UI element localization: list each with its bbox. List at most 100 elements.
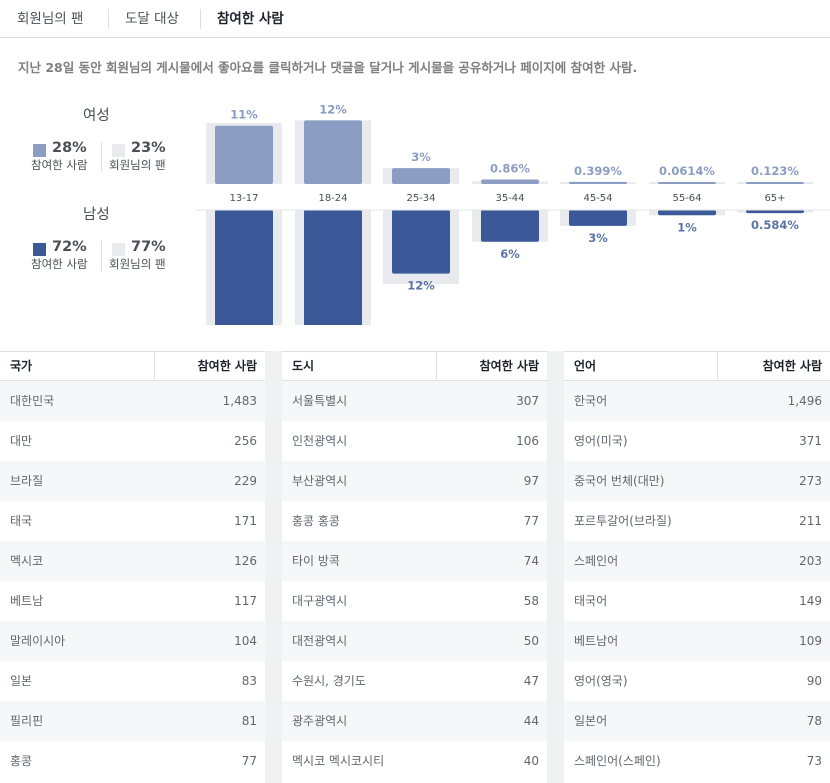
table-header: 도시 참여한 사람 [282, 351, 547, 381]
tab-bar: 회원님의 팬 도달 대상 참여한 사람 [0, 0, 830, 38]
table-gap [265, 351, 282, 783]
male-engaged-bar [569, 210, 627, 226]
row-name: 광주광역시 [292, 714, 348, 728]
row-name: 필리핀 [10, 714, 44, 728]
row-name: 서울특별시 [292, 394, 348, 408]
row-value: 256 [234, 434, 257, 448]
age-gender-chart: 13-1711%22%18-2412%27%25-343%12%35-440.8… [195, 102, 830, 325]
row-value: 81 [241, 714, 257, 728]
table-row: 멕시코 멕시코시티 40 [282, 741, 547, 781]
row-name: 인천광역시 [292, 434, 348, 448]
row-name: 타이 방콕 [292, 554, 340, 568]
table-row: 수원시, 경기도 47 [282, 661, 547, 701]
male-engaged-bar [481, 210, 539, 242]
row-name: 일본 [10, 674, 33, 688]
table-row: 말레이시아 104 [0, 621, 265, 661]
male-title: 남성 [83, 207, 110, 223]
row-value: 58 [523, 594, 539, 608]
row-value: 40 [523, 754, 539, 768]
row-value: 77 [241, 754, 257, 768]
age-label: 18-24 [318, 193, 347, 204]
male-engaged-bar [658, 210, 716, 216]
table-row: 일본 83 [0, 661, 265, 701]
row-name: 베트남 [10, 594, 44, 608]
table-row: 대전광역시 50 [282, 621, 547, 661]
row-value: 171 [234, 514, 257, 528]
breakdown-tables: 국가 참여한 사람 대한민국 1,483 대만 256 브라질 229 태국 171 멕시코 126 베… [0, 351, 830, 783]
row-name: 태국 [10, 514, 33, 528]
male-data-label: 6% [500, 247, 520, 261]
row-name: 영어(미국) [574, 434, 628, 448]
female-title: 여성 [83, 108, 110, 124]
row-value: 50 [523, 634, 539, 648]
tab-divider [108, 9, 109, 29]
male-fans-swatch [112, 243, 125, 256]
table-row: 홍콩 77 [0, 741, 265, 781]
age-label: 55-64 [672, 193, 701, 204]
table-row: 베트남어 109 [564, 621, 830, 661]
legend-divider [101, 142, 102, 172]
tab-reach[interactable]: 도달 대상 [125, 11, 179, 27]
female-engaged-swatch [33, 144, 46, 157]
row-value: 126 [234, 554, 257, 568]
row-name: 일본어 [574, 714, 608, 728]
row-name: 홍콩 홍콩 [292, 514, 340, 528]
row-value: 44 [523, 714, 539, 728]
tab-engaged-people[interactable]: 참여한 사람 [217, 11, 284, 27]
table-header: 국가 참여한 사람 [0, 351, 265, 381]
male-engaged-swatch [33, 243, 46, 256]
age-label: 45-54 [583, 193, 612, 204]
column-header-name[interactable]: 국가 [10, 359, 33, 373]
table-row: 부산광역시 97 [282, 461, 547, 501]
legend-divider [101, 241, 102, 271]
tab-your-fans[interactable]: 회원님의 팬 [17, 11, 84, 27]
row-value: 109 [799, 634, 822, 648]
row-value: 104 [234, 634, 257, 648]
male-fans-label: 회원님의 팬 [109, 257, 166, 271]
table-row: 일본어 78 [564, 701, 830, 741]
female-data-label: 12% [319, 102, 347, 116]
row-name: 대한민국 [10, 394, 55, 408]
table-row: 한국어 1,496 [564, 381, 830, 421]
row-value: 77 [523, 514, 539, 528]
table-row: 스페인어 203 [564, 541, 830, 581]
city-table: 도시 참여한 사람 서울특별시 307 인천광역시 106 부산광역시 97 홍콩 홍콩 77 타이… [282, 351, 547, 783]
row-name: 홍콩 [10, 754, 33, 768]
column-header-engaged[interactable]: 참여한 사람 [762, 359, 822, 373]
age-label: 13-17 [229, 193, 258, 204]
age-band [195, 185, 830, 210]
table-header: 언어 참여한 사람 [564, 351, 830, 381]
table-row: 대구광역시 58 [282, 581, 547, 621]
column-header-engaged[interactable]: 참여한 사람 [197, 359, 257, 373]
row-value: 1,483 [222, 394, 257, 408]
female-engaged-label: 참여한 사람 [31, 158, 88, 172]
male-engaged-bar [304, 210, 362, 325]
female-engaged-bar [746, 182, 804, 184]
row-value: 47 [523, 674, 539, 688]
column-header-engaged[interactable]: 참여한 사람 [479, 359, 539, 373]
row-name: 대전광역시 [292, 634, 348, 648]
row-name: 베트남어 [574, 634, 619, 648]
table-row: 스페인어(스페인) 73 [564, 741, 830, 781]
column-header-name[interactable]: 언어 [574, 359, 597, 373]
female-engaged-pct: 28% [52, 140, 87, 156]
table-row: 태국어 149 [564, 581, 830, 621]
column-header-name[interactable]: 도시 [292, 359, 315, 373]
male-engaged-bar [215, 210, 273, 325]
language-table: 언어 참여한 사람 한국어 1,496 영어(미국) 371 중국어 번체(대만) 273 포르… [564, 351, 830, 783]
female-engaged-bar [481, 179, 539, 184]
table-row: 서울특별시 307 [282, 381, 547, 421]
table-row: 중국어 번체(대만) 273 [564, 461, 830, 501]
row-value: 307 [516, 394, 539, 408]
age-label: 35-44 [495, 193, 524, 204]
table-gap [547, 351, 564, 783]
row-name: 대구광역시 [292, 594, 348, 608]
female-engaged-bar [304, 120, 362, 184]
row-value: 117 [234, 594, 257, 608]
row-name: 멕시코 멕시코시티 [292, 754, 385, 768]
row-value: 97 [523, 474, 539, 488]
male-data-label: 1% [677, 220, 697, 234]
male-data-label: 3% [588, 231, 608, 245]
column-divider [154, 352, 155, 381]
male-fans-pct: 77% [131, 239, 166, 255]
